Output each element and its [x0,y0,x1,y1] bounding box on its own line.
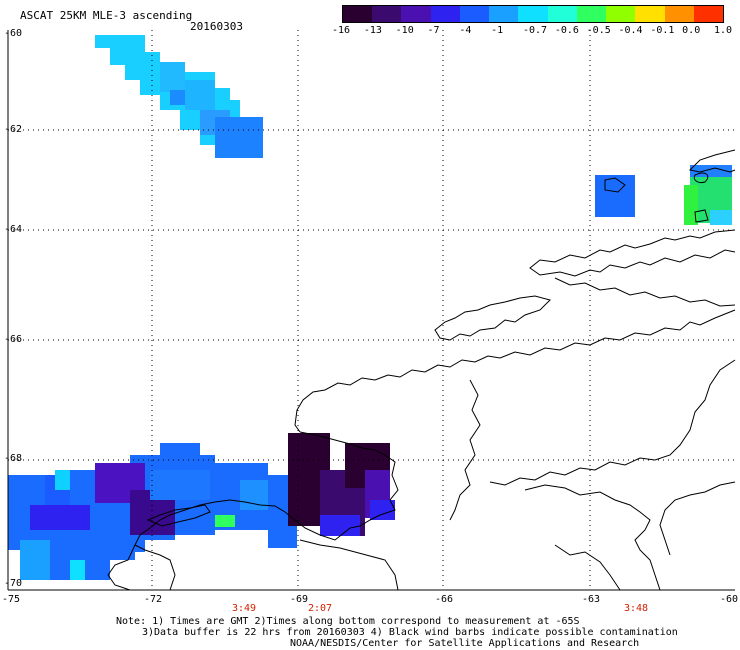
colorbar-tick-label: -0.6 [554,25,579,36]
colorbar-tick-label: -1 [491,25,504,36]
colorbar-tick-label: -0.5 [586,25,611,36]
grid-lines [8,30,735,590]
lon-label: -72 [144,594,163,605]
note-line-2: 3)Data buffer is 22 hrs from 20160303 4)… [142,627,678,638]
time-label: 3:48 [624,603,649,614]
lat-label: -68 [4,453,23,464]
colorbar-segment [547,6,577,22]
swath-cell [150,470,210,500]
swath-cell [215,515,235,527]
colorbar-segment [606,6,636,22]
swath-cell [70,560,85,580]
swath-cell [20,540,50,580]
time-label: 3:49 [232,603,257,614]
swath-cell [30,505,90,530]
colorbar-segment [372,6,402,22]
swath-cell [684,185,698,225]
colorbar-segment [401,6,431,22]
swath-cell [370,500,395,520]
colorbar-tick-label: -4 [459,25,472,36]
swath-cell [185,80,215,110]
colorbar-segment [430,6,460,22]
swath-top-left [95,35,263,158]
swath-cell [710,210,732,225]
lon-label: -66 [435,594,454,605]
data-swaths [8,35,732,580]
colorbar-segment [518,6,548,22]
colorbar-segment [635,6,665,22]
coastlines [107,149,736,591]
lat-label: -64 [4,224,23,235]
lon-label: -69 [290,594,309,605]
lat-label: -60 [4,28,23,39]
colorbar-segment [459,6,490,22]
swath-bottom-left [8,443,297,580]
colorbar-tick-label: -10 [395,25,414,36]
note-line-3: NOAA/NESDIS/Center for Satellite Applica… [290,638,640,649]
swath-top-right [595,165,732,225]
swath-cell [170,90,185,105]
swath-cell [297,460,322,526]
map-date: 20160303 [190,20,243,33]
lon-label: -75 [2,594,21,605]
colorbar-segment [489,6,519,22]
lon-label: -60 [720,594,739,605]
lon-label: -63 [582,594,601,605]
colorbar-tick-label: -0.4 [618,25,643,36]
swath-bottom-middle [288,433,395,536]
colorbar-segment [664,6,694,22]
note-line-1: Note: 1) Times are GMT 2)Times along bot… [116,616,580,627]
lat-label: -70 [4,578,23,589]
swath-cell [690,165,732,177]
swath-cell [55,470,70,490]
colorbar-tick-label: -16 [332,25,351,36]
colorbar-segment [576,6,607,22]
colorbar-tick-label: 1.0 [714,25,733,36]
colorbar-segment [693,6,724,22]
swath-cell [595,175,635,217]
axis-frame [7,30,735,591]
colorbar-segment [343,6,373,22]
colorbar-tick-label: -0.1 [650,25,675,36]
colorbar [342,5,724,23]
colorbar-tick-label: -7 [427,25,440,36]
swath-cell [160,62,185,92]
time-label: 2:07 [308,603,333,614]
swath-cell [320,515,360,536]
swath-cell [215,117,263,158]
colorbar-tick-label: 0.0 [682,25,701,36]
colorbar-tick-label: -13 [363,25,382,36]
map-title: ASCAT 25KM MLE-3 ascending [20,9,193,22]
lat-label: -66 [4,334,23,345]
colorbar-tick-label: -0.7 [523,25,548,36]
lat-label: -62 [4,124,23,135]
